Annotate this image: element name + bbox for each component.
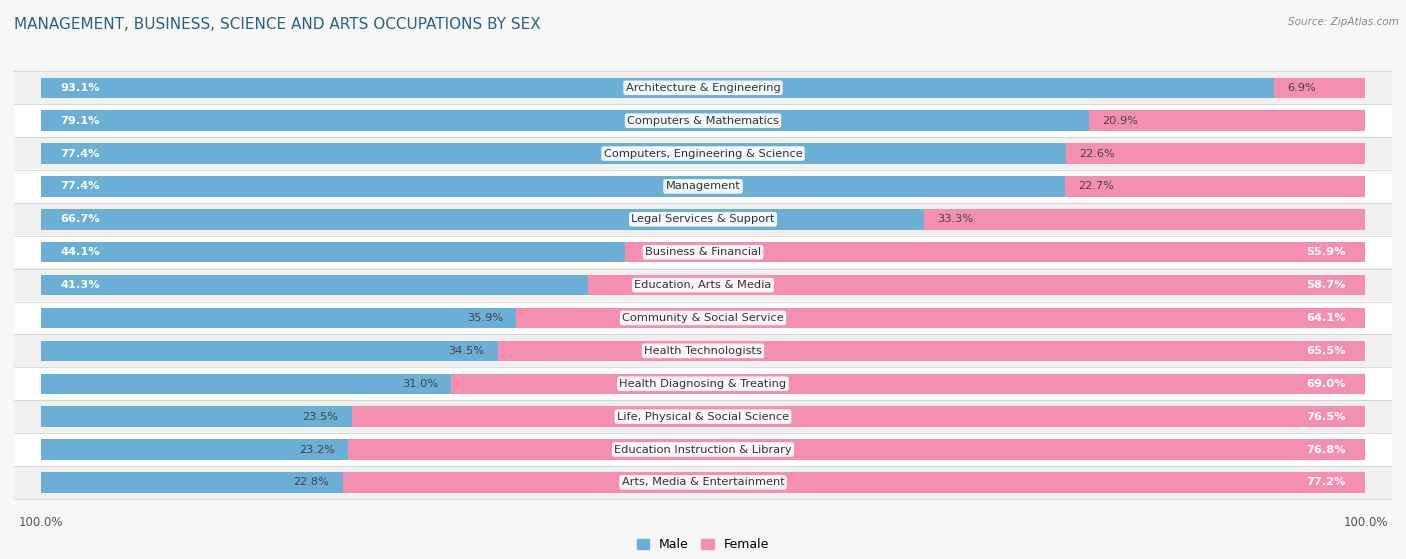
Text: Computers, Engineering & Science: Computers, Engineering & Science (603, 149, 803, 159)
Bar (1066, 143, 1365, 164)
Text: Management: Management (665, 182, 741, 191)
Text: 20.9%: 20.9% (1102, 116, 1137, 126)
Bar (41, 340, 498, 361)
Bar (624, 242, 1365, 262)
Text: 22.6%: 22.6% (1080, 149, 1115, 159)
Text: 44.1%: 44.1% (60, 247, 100, 257)
Bar (451, 373, 1365, 394)
FancyBboxPatch shape (14, 334, 1392, 368)
Text: 76.8%: 76.8% (1306, 444, 1346, 454)
FancyBboxPatch shape (14, 170, 1392, 203)
Bar (41, 111, 1088, 131)
Text: 77.4%: 77.4% (60, 182, 100, 191)
Text: 77.2%: 77.2% (1306, 477, 1346, 487)
Text: 58.7%: 58.7% (1306, 280, 1346, 290)
Bar (347, 439, 1365, 459)
Legend: Male, Female: Male, Female (631, 533, 775, 556)
Text: Health Diagnosing & Treating: Health Diagnosing & Treating (620, 379, 786, 389)
Bar (1274, 78, 1365, 98)
FancyBboxPatch shape (14, 433, 1392, 466)
FancyBboxPatch shape (14, 235, 1392, 269)
FancyBboxPatch shape (14, 202, 1392, 236)
Text: 35.9%: 35.9% (467, 313, 503, 323)
FancyBboxPatch shape (14, 367, 1392, 400)
Text: Education Instruction & Library: Education Instruction & Library (614, 444, 792, 454)
Text: Health Technologists: Health Technologists (644, 346, 762, 356)
Text: 65.5%: 65.5% (1306, 346, 1346, 356)
FancyBboxPatch shape (14, 104, 1392, 138)
Bar (588, 275, 1365, 295)
Text: 66.7%: 66.7% (60, 214, 100, 224)
Text: Community & Social Service: Community & Social Service (621, 313, 785, 323)
Bar (41, 308, 516, 328)
Text: 77.4%: 77.4% (60, 149, 100, 159)
Text: Business & Financial: Business & Financial (645, 247, 761, 257)
Bar (343, 472, 1365, 492)
Text: 76.5%: 76.5% (1306, 411, 1346, 421)
Text: 23.2%: 23.2% (299, 444, 335, 454)
FancyBboxPatch shape (14, 71, 1392, 105)
Text: Source: ZipAtlas.com: Source: ZipAtlas.com (1288, 17, 1399, 27)
Text: 55.9%: 55.9% (1306, 247, 1346, 257)
Text: Legal Services & Support: Legal Services & Support (631, 214, 775, 224)
Text: 41.3%: 41.3% (60, 280, 100, 290)
Text: 31.0%: 31.0% (402, 379, 439, 389)
Text: MANAGEMENT, BUSINESS, SCIENCE AND ARTS OCCUPATIONS BY SEX: MANAGEMENT, BUSINESS, SCIENCE AND ARTS O… (14, 17, 541, 32)
Bar (41, 406, 352, 427)
Text: Architecture & Engineering: Architecture & Engineering (626, 83, 780, 93)
Bar (498, 340, 1365, 361)
Bar (41, 176, 1066, 197)
Text: 34.5%: 34.5% (449, 346, 485, 356)
Bar (41, 143, 1066, 164)
Bar (41, 78, 1274, 98)
FancyBboxPatch shape (14, 301, 1392, 335)
FancyBboxPatch shape (14, 268, 1392, 302)
Text: 64.1%: 64.1% (1306, 313, 1346, 323)
Text: 69.0%: 69.0% (1306, 379, 1346, 389)
Text: Life, Physical & Social Science: Life, Physical & Social Science (617, 411, 789, 421)
Bar (41, 373, 451, 394)
Text: 93.1%: 93.1% (60, 83, 100, 93)
Text: 22.8%: 22.8% (294, 477, 329, 487)
Text: 6.9%: 6.9% (1288, 83, 1316, 93)
Bar (1088, 111, 1365, 131)
Bar (1064, 176, 1365, 197)
Bar (352, 406, 1365, 427)
FancyBboxPatch shape (14, 466, 1392, 499)
Text: 79.1%: 79.1% (60, 116, 100, 126)
Text: 23.5%: 23.5% (302, 411, 339, 421)
Bar (41, 209, 924, 230)
Text: 33.3%: 33.3% (938, 214, 973, 224)
Text: 22.7%: 22.7% (1078, 182, 1114, 191)
Text: Education, Arts & Media: Education, Arts & Media (634, 280, 772, 290)
Bar (41, 472, 343, 492)
Text: Arts, Media & Entertainment: Arts, Media & Entertainment (621, 477, 785, 487)
Bar (924, 209, 1365, 230)
FancyBboxPatch shape (14, 137, 1392, 170)
Bar (41, 275, 588, 295)
Bar (41, 439, 347, 459)
Bar (516, 308, 1365, 328)
Text: Computers & Mathematics: Computers & Mathematics (627, 116, 779, 126)
Bar (41, 242, 624, 262)
FancyBboxPatch shape (14, 400, 1392, 433)
